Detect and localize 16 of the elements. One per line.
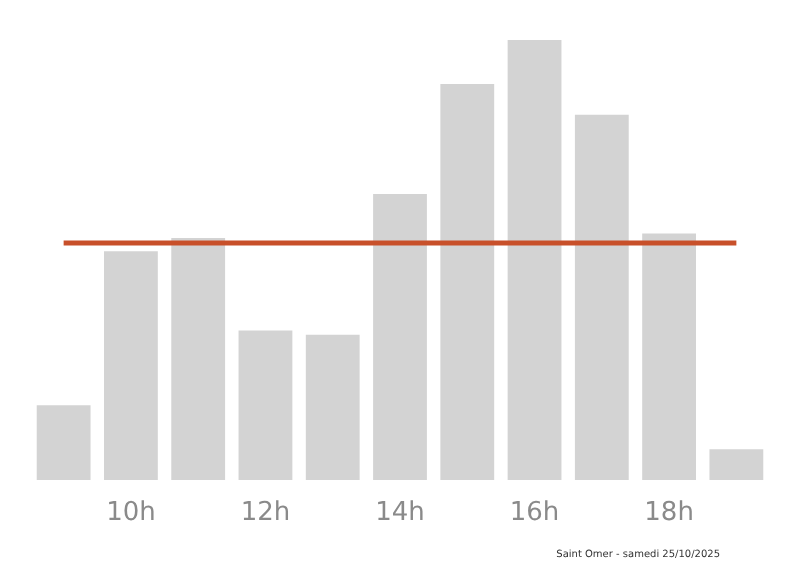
bar bbox=[104, 251, 158, 480]
bar bbox=[440, 84, 495, 480]
x-tick-label: 18h bbox=[644, 498, 694, 528]
bar bbox=[238, 330, 293, 480]
x-tick-label: 14h bbox=[375, 498, 425, 528]
bar bbox=[36, 405, 91, 480]
bar bbox=[171, 238, 226, 480]
bar bbox=[642, 233, 696, 480]
bar bbox=[305, 334, 360, 480]
x-tick-label: 12h bbox=[240, 498, 291, 528]
x-tick-label: 10h bbox=[106, 498, 156, 528]
bar bbox=[709, 449, 764, 480]
bar bbox=[574, 114, 629, 480]
bar bbox=[373, 194, 427, 480]
x-tick-label: 16h bbox=[509, 498, 560, 528]
bar bbox=[507, 40, 562, 480]
